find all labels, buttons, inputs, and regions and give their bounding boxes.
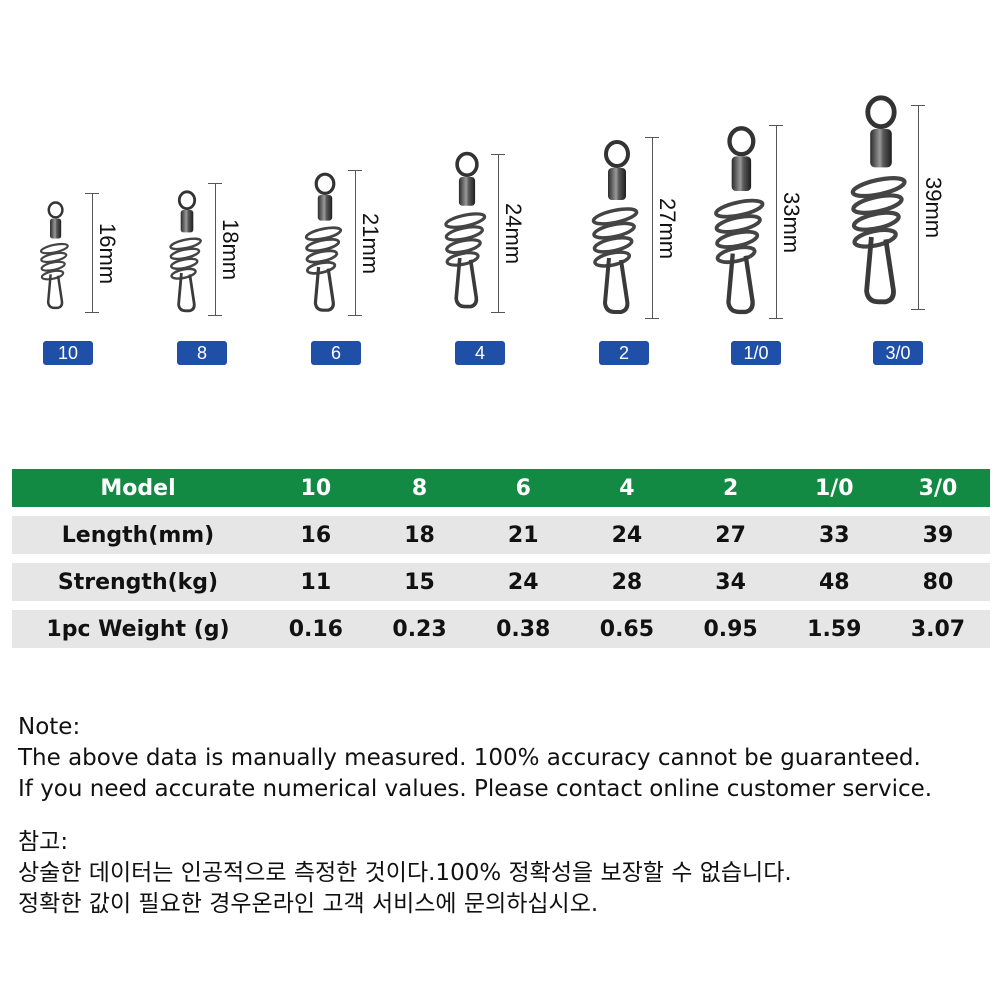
dimension-tick <box>85 193 99 194</box>
dimension-tick <box>208 183 222 184</box>
row-label: 1pc Weight (g) <box>46 616 230 642</box>
table-header-row: Model 10 8 6 4 2 1/0 3/0 <box>12 469 990 507</box>
dimension-line <box>652 137 653 318</box>
swivel-image <box>850 95 907 305</box>
dimension-line <box>498 154 499 312</box>
length-label: 21mm <box>358 212 383 274</box>
swivel-image <box>591 140 639 314</box>
table-cell: 48 <box>818 569 850 595</box>
length-label: 16mm <box>95 222 120 284</box>
table-cell: 33 <box>818 522 850 548</box>
table-cell: 0.95 <box>703 616 758 642</box>
dimension-line <box>215 183 216 315</box>
note-title-ko: 참고: <box>18 829 69 855</box>
spec-table: Model 10 8 6 4 2 1/0 3/0 Length(mm) 16 1… <box>12 469 990 657</box>
dimension-line <box>918 105 919 309</box>
length-label: 33mm <box>779 191 804 253</box>
table-cell: 39 <box>922 522 954 548</box>
table-cell: 16 <box>300 522 332 548</box>
swivel-image <box>40 201 70 310</box>
note-title-en: Note: <box>18 714 81 740</box>
row-label: Model <box>100 475 176 501</box>
table-cell: 21 <box>507 522 539 548</box>
model-badge: 1/0 <box>731 341 781 365</box>
dimension-tick <box>769 318 783 319</box>
dimension-tick <box>491 312 505 313</box>
table-cell: 4 <box>619 475 635 501</box>
table-cell: 24 <box>611 522 643 548</box>
length-label: 24mm <box>501 203 526 265</box>
table-cell: 3/0 <box>918 475 958 501</box>
swivel-image <box>169 190 202 313</box>
table-cell: 0.38 <box>496 616 551 642</box>
table-cell: 80 <box>922 569 954 595</box>
dimension-line <box>92 193 93 312</box>
model-badge: 2 <box>599 341 649 365</box>
table-cell: 11 <box>300 569 332 595</box>
model-badge: 6 <box>311 341 361 365</box>
dimension-tick <box>348 170 362 171</box>
table-cell: 27 <box>715 522 746 548</box>
note-line-en-1: The above data is manually measured. 100… <box>18 745 921 771</box>
table-cell: 18 <box>404 522 435 548</box>
row-label: Strength(kg) <box>57 569 219 595</box>
dimension-line <box>776 125 777 318</box>
swivel-image <box>444 151 487 309</box>
table-cell: 28 <box>611 569 643 595</box>
table-cell: 24 <box>507 569 539 595</box>
table-cell: 8 <box>411 475 428 501</box>
model-badge: 8 <box>177 341 227 365</box>
table-cell: 0.65 <box>599 616 655 642</box>
dimension-tick <box>645 318 659 319</box>
notes-section: Note: The above data is manually measure… <box>18 712 988 920</box>
dimension-tick <box>208 315 222 316</box>
dimension-tick <box>491 154 505 155</box>
swivel-image <box>304 172 343 312</box>
model-badge: 10 <box>43 341 93 365</box>
dimension-tick <box>769 125 783 126</box>
note-line-en-2: If you need accurate numerical values. P… <box>18 776 933 802</box>
table-cell: 3.07 <box>910 616 966 642</box>
length-label: 39mm <box>921 177 946 239</box>
note-line-ko-1: 상술한 데이터는 인공적으로 측정한 것이다.100% 정확성을 보장할 수 없… <box>18 860 792 886</box>
model-badge: 4 <box>455 341 505 365</box>
model-badge: 3/0 <box>873 341 923 365</box>
table-cell: 34 <box>715 569 746 595</box>
dimension-tick <box>85 312 99 313</box>
length-label: 27mm <box>655 197 680 259</box>
note-line-ko-2: 정확한 값이 필요한 경우온라인 고객 서비스에 문의하십시오. <box>18 891 599 917</box>
dimension-line <box>355 170 356 315</box>
table-cell: 0.23 <box>392 616 447 642</box>
table-cell: 2 <box>722 475 739 501</box>
table-cell: 6 <box>515 475 531 501</box>
table-row-weight: 1pc Weight (g) 0.16 0.23 0.38 0.65 0.95 … <box>12 610 990 648</box>
table-cell: 0.16 <box>288 616 343 642</box>
table-row-length: Length(mm) 16 18 21 24 27 33 39 <box>12 516 990 554</box>
dimension-tick <box>911 309 925 310</box>
length-label: 18mm <box>218 219 243 281</box>
table-row-strength: Strength(kg) 11 15 24 28 34 48 80 <box>12 563 990 601</box>
table-cell: 10 <box>300 475 332 501</box>
row-label: Length(mm) <box>61 522 215 548</box>
swivel-image <box>713 125 765 314</box>
dimension-tick <box>348 315 362 316</box>
dimension-tick <box>645 137 659 138</box>
table-cell: 15 <box>404 569 435 595</box>
table-cell: 1/0 <box>814 475 854 501</box>
dimension-tick <box>911 105 925 106</box>
table-cell: 1.59 <box>807 616 862 642</box>
